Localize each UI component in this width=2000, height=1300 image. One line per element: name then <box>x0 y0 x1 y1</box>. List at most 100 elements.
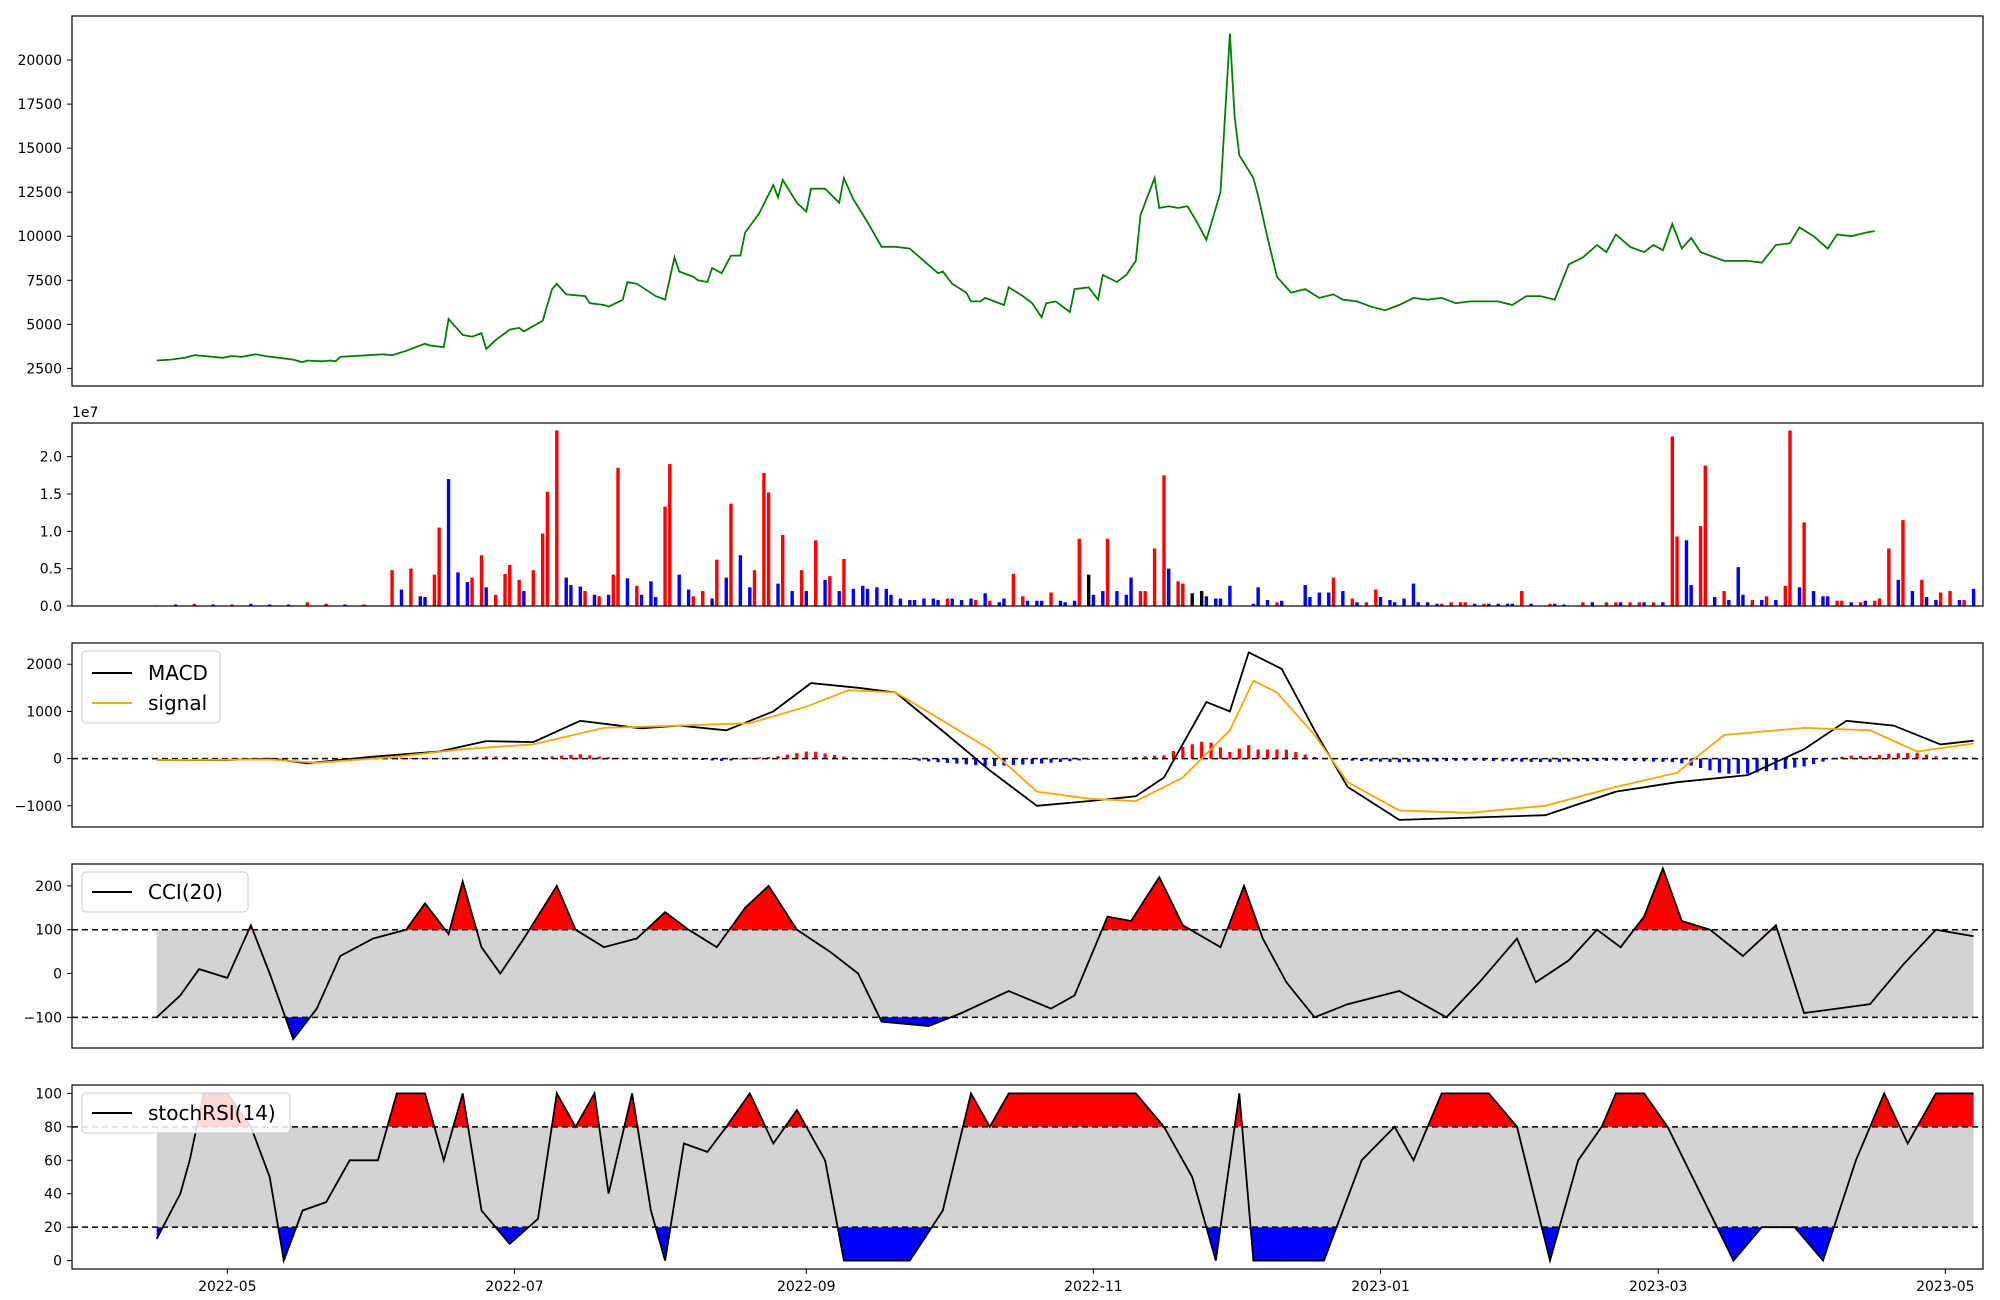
x-tick-label: 2023-03 <box>1629 1279 1688 1295</box>
volume-bar <box>249 603 253 606</box>
volume-bar <box>1143 591 1147 606</box>
volume-bar <box>1934 600 1938 606</box>
volume-bar <box>1331 577 1336 606</box>
macd-histogram-bar <box>1670 758 1674 763</box>
volume-bar <box>1562 604 1566 606</box>
volume-bar <box>1214 598 1218 606</box>
macd-histogram-bar <box>1698 758 1703 768</box>
y-tick-label: −100 <box>24 1010 62 1026</box>
volume-bar <box>1472 603 1477 606</box>
volume-bar <box>1115 591 1119 606</box>
macd-histogram-bar <box>776 756 780 759</box>
y-tick-label: 7500 <box>26 273 62 289</box>
volume-bar <box>1378 597 1383 606</box>
volume-bar <box>1957 600 1962 606</box>
volume-bar <box>1025 600 1030 606</box>
macd-histogram-bar <box>1162 755 1166 759</box>
macd-histogram-bar <box>550 756 554 759</box>
plot-frame <box>71 863 1984 1049</box>
volume-bar <box>889 594 893 606</box>
volume-bar <box>1021 596 1025 606</box>
y-tick-label: 20 <box>44 1220 62 1236</box>
macd-histogram-bar <box>1171 751 1176 759</box>
volume-bar <box>399 589 404 606</box>
volume-bar <box>1920 579 1924 606</box>
macd-histogram-bar <box>409 758 413 759</box>
volume-bar <box>390 570 394 606</box>
macd-histogram-bar <box>1425 758 1430 762</box>
volume-bar <box>1896 579 1900 606</box>
y-tick-label: 2000 <box>26 657 62 673</box>
oversold-fill <box>156 1017 1974 1040</box>
macd-histogram-bar <box>1614 758 1618 761</box>
macd-histogram-bar <box>494 756 498 759</box>
macd-histogram-bar <box>1717 758 1722 773</box>
macd-histogram-bar <box>879 758 884 759</box>
volume-bar <box>493 594 498 606</box>
volume-bar <box>1661 602 1665 606</box>
macd-histogram-bar <box>1896 753 1900 759</box>
macd-histogram-bar <box>1501 758 1505 762</box>
legend-box <box>81 650 221 724</box>
y-tick-label: 15000 <box>17 141 62 157</box>
volume-bar <box>1783 585 1788 606</box>
volume-bar <box>828 576 832 606</box>
volume-bar <box>1152 548 1157 606</box>
volume-bar <box>1265 600 1270 606</box>
macd-histogram-bar <box>767 757 771 759</box>
cci-panel: −100 0 100 200 CCI(20) <box>24 863 1984 1049</box>
macd-histogram-bar <box>484 756 488 759</box>
volume-bar <box>531 570 535 606</box>
volume-bar <box>1317 592 1322 606</box>
volume-bar <box>592 594 597 606</box>
volume-bar <box>1637 602 1642 606</box>
volume-bar <box>479 555 484 606</box>
macd-histogram-bar <box>955 758 959 764</box>
volume-bar <box>1101 591 1105 606</box>
macd-histogram-bar <box>1397 758 1401 763</box>
macd-panel: −1000 0 1000 2000 MACD signal <box>15 642 1984 828</box>
volume-bar <box>1774 600 1778 606</box>
macd-histogram-bar <box>917 758 921 761</box>
macd-histogram-bar <box>1557 758 1561 762</box>
volume-bar <box>1797 587 1802 606</box>
macd-histogram-bar <box>1567 758 1571 762</box>
macd-histogram-bar <box>1746 758 1750 774</box>
volume-bar <box>1971 588 1976 606</box>
volume-scale-label: 1e7 <box>72 405 98 421</box>
volume-bar <box>1802 522 1806 606</box>
volume-bar <box>583 591 587 606</box>
volume-bar <box>432 574 437 606</box>
volume-bar <box>776 583 780 606</box>
volume-bar <box>1458 602 1463 606</box>
macd-histogram-bar <box>936 758 940 763</box>
volume-bar <box>1449 602 1453 606</box>
macd-histogram-bar <box>1237 748 1241 759</box>
volume-bar <box>456 572 460 606</box>
volume-bar <box>1058 600 1063 606</box>
price-panel: 2500 5000 7500 10000 12500 15000 17500 20000 <box>17 15 1984 387</box>
macd-histogram-bar <box>814 751 818 759</box>
macd-histogram-bar <box>1152 755 1157 759</box>
macd-histogram-bar <box>1256 749 1260 759</box>
volume-bar <box>908 600 912 606</box>
volume-bar <box>1138 591 1143 606</box>
macd-histogram-bar <box>559 755 564 759</box>
macd-histogram-bar <box>1859 755 1863 759</box>
volume-bar <box>1760 600 1764 606</box>
volume-bar <box>1327 592 1331 606</box>
volume-bar <box>305 602 310 606</box>
y-tick-label: −1000 <box>15 799 62 815</box>
macd-histogram-bar <box>1764 758 1769 772</box>
macd-legend: MACD signal <box>81 650 221 724</box>
volume-bar <box>1604 602 1609 606</box>
volume-bar <box>922 598 926 606</box>
macd-histogram-bar <box>1877 754 1882 759</box>
overbought-fill <box>156 1093 1974 1127</box>
macd-histogram-bar <box>1482 758 1486 761</box>
macd-histogram-bar <box>1491 758 1496 762</box>
macd-histogram-bar <box>1294 752 1298 759</box>
volume-bar <box>1204 596 1209 606</box>
volume-bar <box>1849 602 1853 606</box>
volume-bar <box>1924 597 1929 606</box>
